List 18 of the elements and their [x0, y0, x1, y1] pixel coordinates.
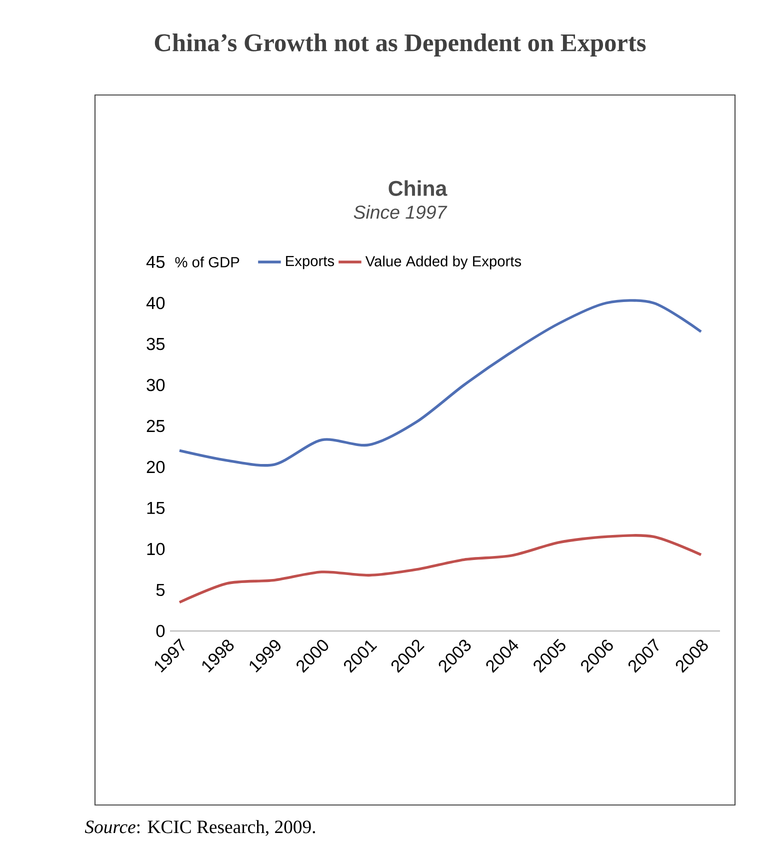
text: Source: KCIC Research, 2009. — [84, 820, 316, 836]
y-tick-label: 25 — [146, 420, 165, 432]
y-tick-label: 5 — [156, 584, 165, 596]
line-series — [178, 534, 702, 604]
y-tick-label: 15 — [147, 502, 165, 514]
text: China’s Growth not as Dependent on Exports — [154, 34, 646, 56]
y-tick-label: 20 — [146, 460, 165, 474]
y-tick-label: 10 — [147, 542, 165, 556]
y-tick-label: 45 — [146, 256, 165, 268]
legend-label: Exports — [286, 256, 334, 270]
legend-label: Value Added by Exports — [365, 256, 522, 270]
chart-title: China — [388, 180, 448, 196]
chart-subtitle: Since 1997 — [354, 205, 448, 219]
y-tick-label: 35 — [146, 338, 165, 350]
y-tick-label: 30 — [146, 378, 165, 392]
y-axis-title: % of GDP — [175, 256, 240, 268]
y-tick-label: 0 — [156, 624, 165, 638]
y-tick-label: 40 — [146, 296, 165, 310]
